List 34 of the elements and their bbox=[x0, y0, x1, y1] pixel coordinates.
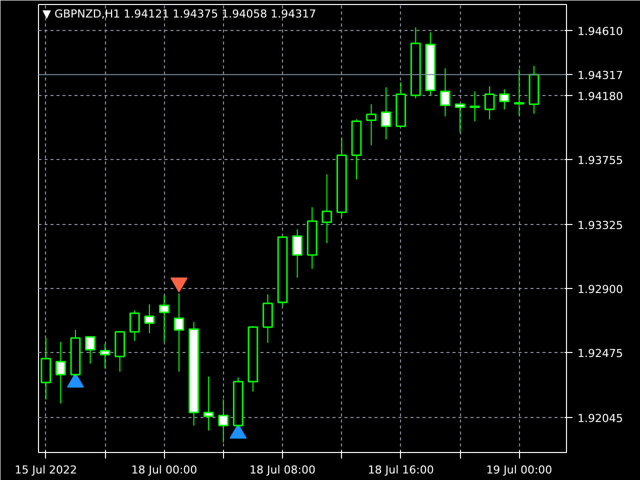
candlestick bbox=[499, 88, 510, 110]
ref-line-label: 1.94317 bbox=[578, 69, 623, 82]
candlestick bbox=[159, 294, 170, 342]
candlestick bbox=[454, 103, 466, 133]
y-tick-label: 1.93325 bbox=[578, 218, 623, 232]
candlestick bbox=[129, 310, 140, 342]
candlestick bbox=[366, 104, 376, 146]
y-tick-label: 1.92475 bbox=[578, 347, 623, 360]
candlestick bbox=[218, 399, 229, 443]
candlestick bbox=[174, 292, 184, 372]
candlestick bbox=[322, 174, 332, 244]
x-tick-label: 19 Jul 00:00 bbox=[486, 464, 552, 476]
y-tick-label: 1.94610 bbox=[578, 24, 623, 38]
candlestick bbox=[484, 86, 495, 120]
y-tick-label: 1.94180 bbox=[578, 90, 623, 103]
candlestick bbox=[100, 343, 110, 370]
candlestick bbox=[56, 341, 66, 404]
y-tick-label: 1.93755 bbox=[578, 154, 623, 167]
candlestick bbox=[262, 294, 273, 344]
x-tick-label: 18 Jul 16:00 bbox=[368, 464, 434, 476]
chart-title: ▼ GBPNZD,H1 1.94121 1.94375 1.94058 1.94317 bbox=[42, 8, 316, 20]
x-tick-label: 15 Jul 2022 bbox=[14, 464, 78, 476]
x-tick-label: 18 Jul 00:00 bbox=[131, 464, 198, 476]
candlestick bbox=[440, 68, 450, 117]
candlestick bbox=[85, 336, 96, 364]
candlestick bbox=[470, 90, 480, 122]
y-tick-label: 1.92045 bbox=[578, 412, 623, 425]
x-tick-label: 18 Jul 08:00 bbox=[250, 464, 316, 476]
y-tick-label: 1.92900 bbox=[578, 282, 623, 296]
candlestick bbox=[203, 376, 214, 431]
candlestick bbox=[514, 68, 524, 116]
candlestick bbox=[380, 86, 392, 140]
candlestick bbox=[292, 228, 303, 278]
candlestick bbox=[144, 304, 155, 334]
